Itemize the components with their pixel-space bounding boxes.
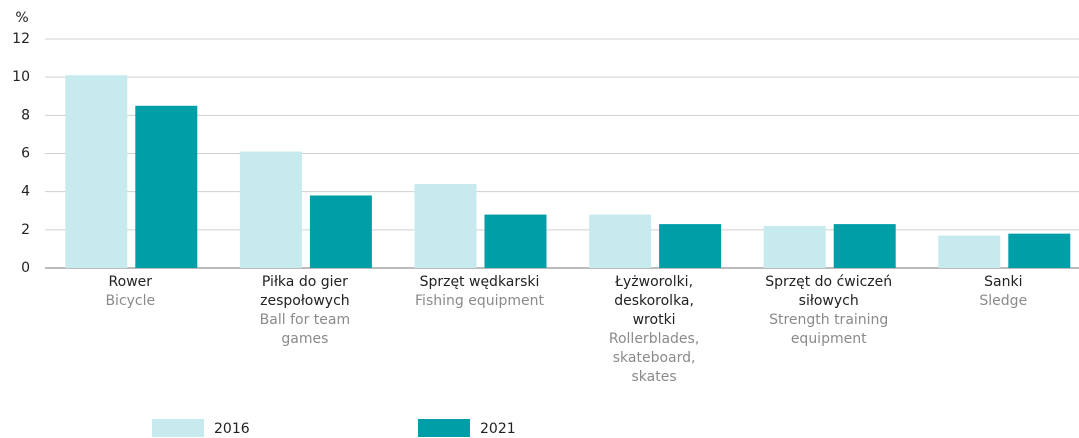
- x-tick-label: deskorolka,: [614, 293, 694, 309]
- legend-label: 2016: [214, 421, 250, 437]
- bar: [309, 195, 372, 268]
- bar: [484, 214, 547, 268]
- x-tick-label-en: Strength training: [769, 312, 888, 328]
- x-tick-label: siłowych: [799, 293, 859, 309]
- bar: [833, 224, 896, 268]
- legend-swatch: [152, 419, 204, 437]
- bar: [414, 184, 477, 268]
- y-tick-label: 10: [12, 69, 30, 85]
- x-tick-label-en: Sledge: [979, 293, 1027, 309]
- y-tick-label: 6: [21, 146, 30, 162]
- x-tick-label: Rower: [109, 274, 153, 290]
- bar: [65, 75, 128, 268]
- x-tick-label-en: skates: [632, 369, 677, 385]
- y-tick-label: 12: [12, 31, 30, 47]
- bar: [135, 105, 198, 269]
- x-tick-label: Sprzęt do ćwiczeń: [765, 274, 892, 290]
- x-tick-label-en: games: [281, 331, 328, 347]
- bar: [938, 235, 1001, 268]
- y-tick-label: 2: [21, 222, 30, 238]
- bar: [239, 151, 302, 268]
- bar: [1008, 233, 1071, 268]
- x-tick-label: wrotki: [633, 312, 676, 328]
- x-tick-label: Sanki: [984, 274, 1022, 290]
- y-axis-unit: %: [15, 10, 28, 26]
- y-tick-label: 8: [21, 107, 30, 123]
- x-tick-label-en: equipment: [791, 331, 867, 347]
- bar: [659, 224, 722, 268]
- x-tick-label-en: Bicycle: [105, 293, 155, 309]
- x-tick-label-en: skateboard,: [613, 350, 696, 366]
- x-tick-label: Piłka do gier: [262, 274, 348, 290]
- x-tick-label-en: Fishing equipment: [415, 293, 544, 309]
- bar: [763, 226, 826, 268]
- x-tick-label: Sprzęt wędkarski: [420, 274, 540, 290]
- legend-swatch: [418, 419, 470, 437]
- x-tick-label-en: Rollerblades,: [609, 331, 699, 347]
- legend-label: 2021: [480, 421, 516, 437]
- y-tick-label: 4: [21, 184, 30, 200]
- x-tick-label: zespołowych: [260, 293, 350, 309]
- x-tick-label-en: Ball for team: [260, 312, 350, 328]
- x-tick-label: Łyżworolki,: [614, 274, 693, 290]
- y-tick-label: 0: [21, 260, 30, 276]
- bar: [589, 214, 652, 268]
